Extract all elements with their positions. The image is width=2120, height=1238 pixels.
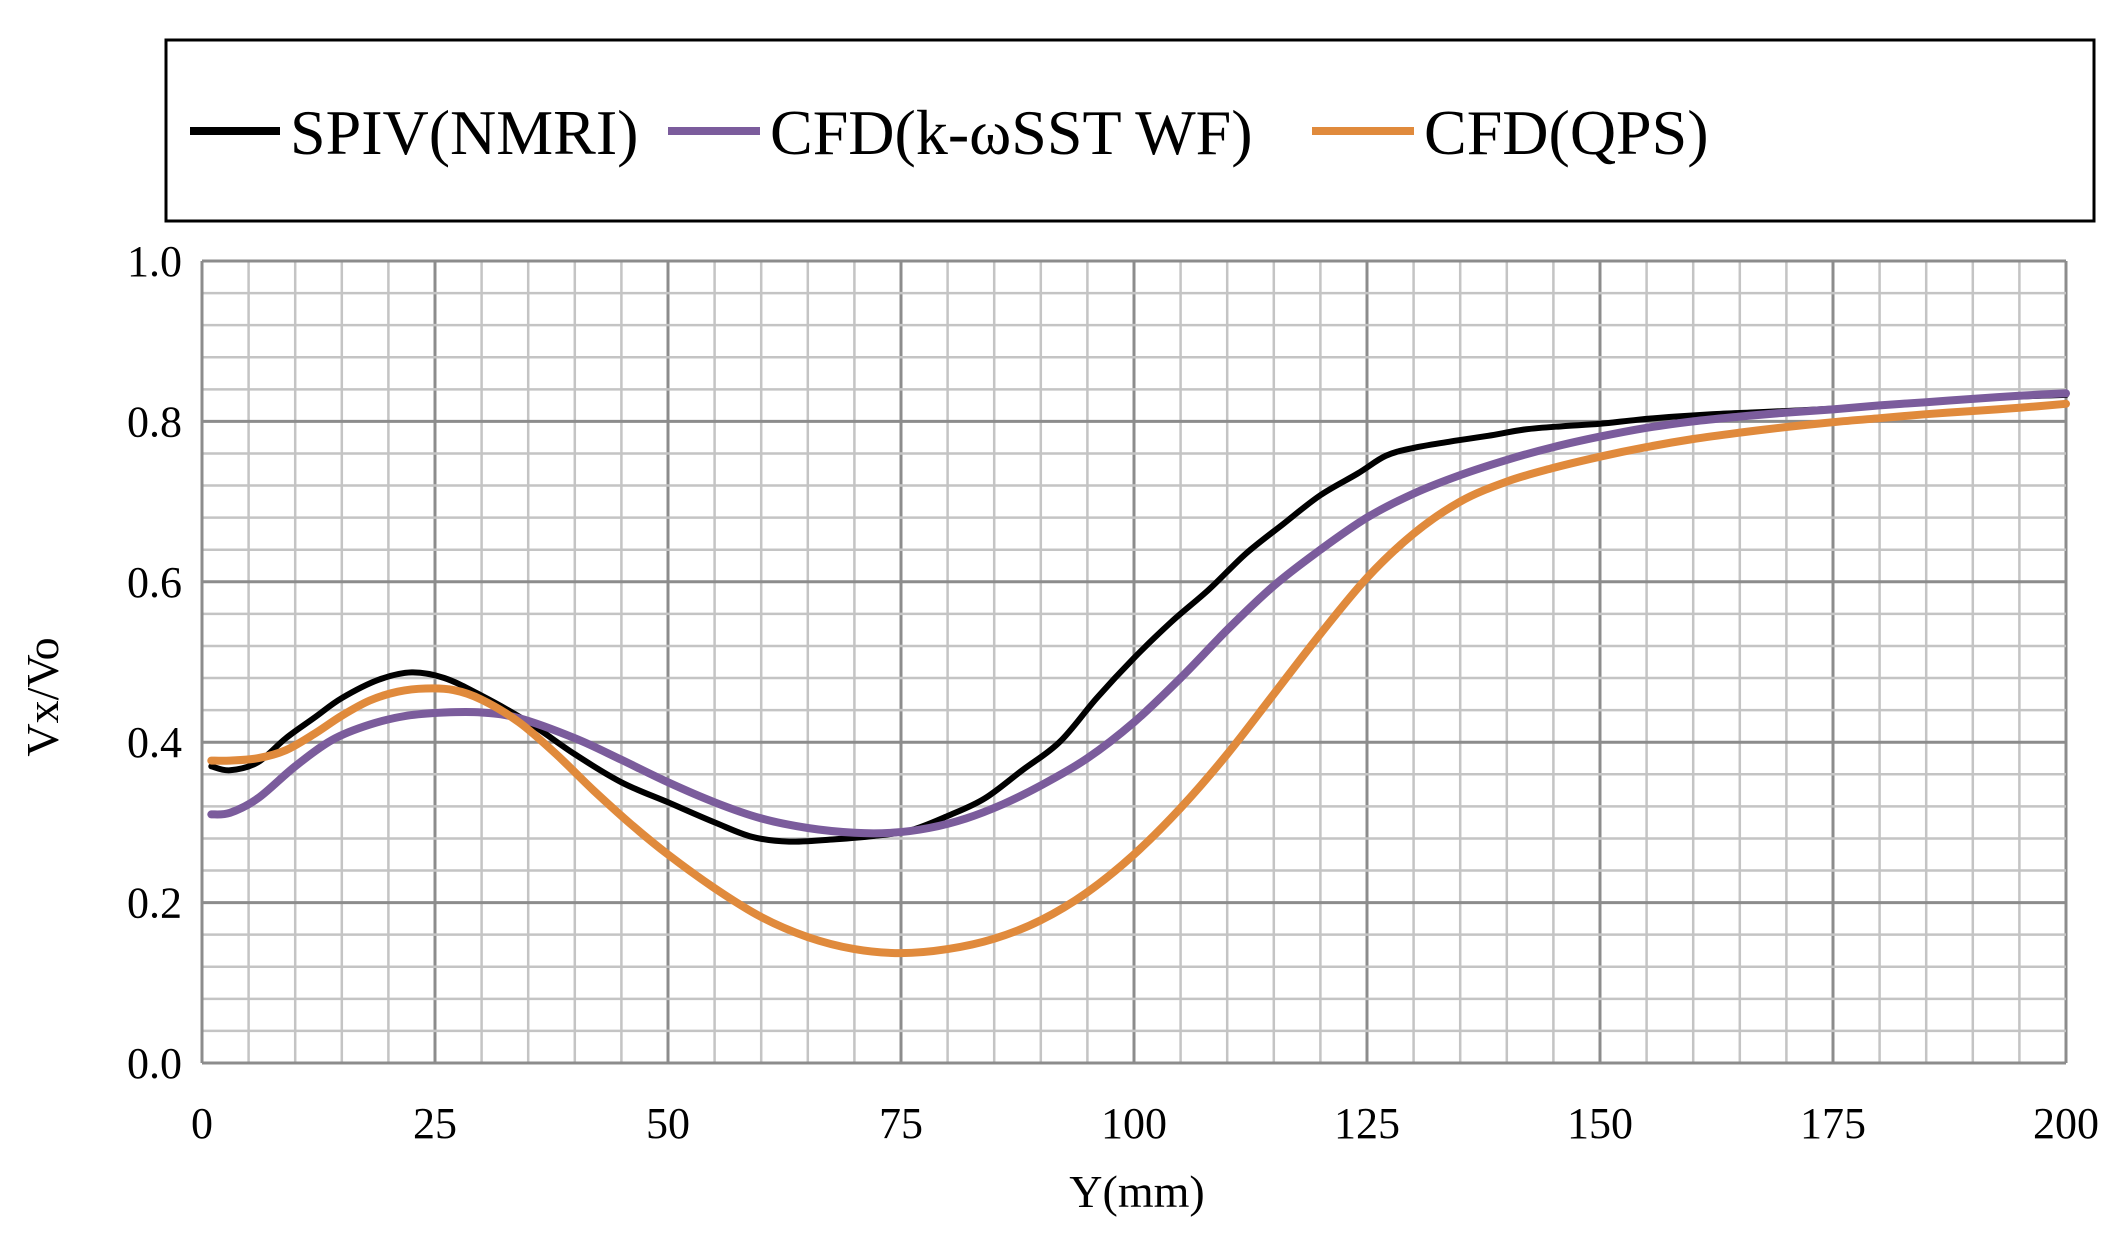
legend-label-qps: CFD(QPS) — [1424, 97, 1709, 168]
y-tick-label: 0.6 — [127, 558, 182, 607]
x-tick-label: 100 — [1101, 1099, 1167, 1148]
x-axis-ticks: 0 25 50 75 100 125 150 175 200 — [191, 1099, 2099, 1148]
x-tick-label: 25 — [413, 1099, 457, 1148]
x-tick-label: 175 — [1800, 1099, 1866, 1148]
plot-grid — [200, 259, 2068, 1065]
x-tick-label: 0 — [191, 1099, 213, 1148]
series-line-spiv — [208, 391, 2069, 845]
legend: SPIV(NMRI) CFD(k-ωSST WF) CFD(QPS) — [190, 97, 1709, 168]
y-tick-label: 1.0 — [127, 237, 182, 286]
legend-box — [164, 38, 2096, 223]
series-line-qps — [207, 399, 2070, 958]
x-tick-label: 50 — [646, 1099, 690, 1148]
y-axis-ticks: 0.0 0.2 0.4 0.6 0.8 1.0 — [127, 237, 182, 1088]
x-tick-label: 200 — [2033, 1099, 2099, 1148]
y-tick-label: 0.0 — [127, 1039, 182, 1088]
y-axis-title: Vx/Vo — [17, 637, 68, 756]
x-axis-title: Y(mm) — [1069, 1166, 1204, 1217]
series-layer — [207, 389, 2070, 958]
y-tick-label: 0.8 — [127, 397, 182, 446]
legend-label-spiv: SPIV(NMRI) — [290, 97, 638, 168]
y-tick-label: 0.2 — [127, 879, 182, 928]
y-tick-label: 0.4 — [127, 718, 182, 767]
series-line-kw-sst — [207, 389, 2070, 838]
x-tick-label: 150 — [1567, 1099, 1633, 1148]
x-tick-label: 75 — [879, 1099, 923, 1148]
legend-label-kw-sst: CFD(k-ωSST WF) — [770, 97, 1253, 168]
x-tick-label: 125 — [1334, 1099, 1400, 1148]
